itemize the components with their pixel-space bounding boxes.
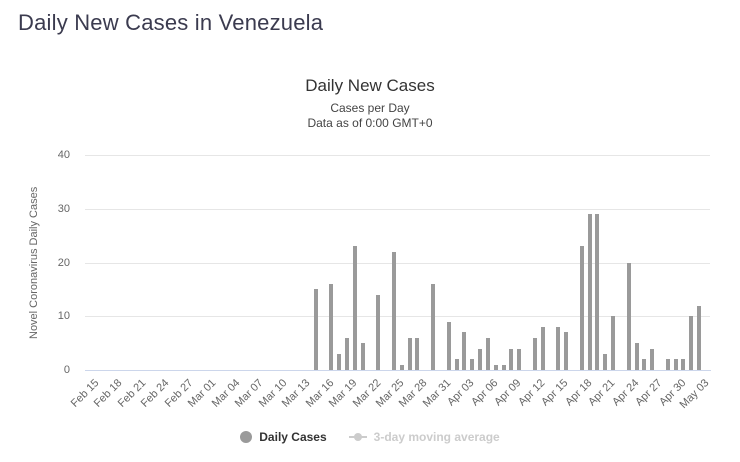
legend-item-daily-cases[interactable]: Daily Cases — [240, 430, 327, 444]
daily-cases-bar[interactable] — [532, 337, 537, 370]
y-tick-label: 10 — [57, 310, 70, 323]
daily-cases-bar[interactable] — [689, 316, 694, 370]
daily-cases-marker-icon — [240, 431, 253, 443]
daily-cases-bar[interactable] — [626, 262, 631, 370]
daily-cases-bar[interactable] — [603, 353, 608, 370]
legend-label-moving-average: 3-day moving average — [373, 430, 500, 444]
chart-subtitle-line1: Cases per Day — [330, 101, 410, 115]
daily-cases-bar[interactable] — [673, 359, 678, 370]
daily-cases-bar[interactable] — [313, 289, 318, 370]
daily-cases-bar[interactable] — [665, 359, 670, 370]
daily-cases-bar[interactable] — [462, 332, 467, 370]
daily-cases-bar[interactable] — [681, 359, 686, 370]
gridline — [85, 316, 710, 318]
gridline — [85, 208, 710, 210]
daily-cases-bar[interactable] — [611, 316, 616, 370]
daily-cases-bar[interactable] — [540, 327, 545, 370]
daily-cases-bar[interactable] — [493, 364, 498, 370]
daily-cases-bar[interactable] — [478, 348, 483, 370]
daily-cases-bar[interactable] — [352, 246, 357, 370]
daily-cases-bar[interactable] — [392, 251, 396, 370]
daily-cases-bar[interactable] — [337, 353, 342, 370]
daily-cases-bar[interactable] — [446, 321, 451, 370]
x-axis-line — [85, 370, 711, 371]
y-tick-label: 30 — [57, 202, 70, 215]
daily-cases-bar[interactable] — [399, 364, 404, 370]
legend-label-daily-cases: Daily Cases — [259, 430, 327, 444]
daily-cases-bar[interactable] — [329, 284, 334, 370]
legend: Daily Cases 3-day moving average — [0, 430, 740, 444]
daily-cases-bar[interactable] — [556, 327, 561, 370]
daily-cases-bar[interactable] — [376, 294, 381, 370]
daily-cases-bar[interactable] — [650, 348, 655, 370]
chart-title: Daily New Cases — [305, 76, 435, 95]
gridline — [85, 262, 710, 264]
daily-cases-bar[interactable] — [595, 214, 600, 370]
y-tick-label: 20 — [57, 256, 70, 269]
y-tick-label: 0 — [63, 364, 70, 376]
daily-cases-bar[interactable] — [454, 359, 459, 370]
daily-cases-bar[interactable] — [509, 348, 514, 370]
daily-cases-bar[interactable] — [517, 348, 522, 370]
daily-cases-bar[interactable] — [431, 284, 436, 370]
daily-cases-bar[interactable] — [415, 337, 420, 370]
moving-average-marker-icon — [348, 433, 367, 441]
daily-cases-bar[interactable] — [360, 343, 365, 370]
y-tick-label: 40 — [57, 149, 70, 161]
chart-subtitle-line2: Data as of 0:00 GMT+0 — [307, 116, 433, 130]
daily-cases-bar[interactable] — [579, 246, 584, 370]
daily-cases-bar[interactable] — [564, 332, 569, 370]
daily-cases-bar[interactable] — [587, 214, 592, 370]
daily-cases-bar[interactable] — [642, 359, 647, 370]
page-title: Daily New Cases in Venezuela — [18, 10, 324, 35]
legend-item-moving-average[interactable]: 3-day moving average — [348, 430, 500, 444]
gridline — [85, 155, 710, 156]
daily-cases-bar[interactable] — [634, 343, 639, 370]
daily-cases-bar[interactable] — [345, 337, 350, 370]
daily-cases-bar[interactable] — [407, 337, 412, 370]
daily-cases-bar[interactable] — [501, 364, 506, 370]
daily-cases-bar[interactable] — [697, 305, 702, 370]
daily-cases-bar[interactable] — [470, 359, 475, 370]
daily-cases-bar[interactable] — [485, 337, 490, 370]
